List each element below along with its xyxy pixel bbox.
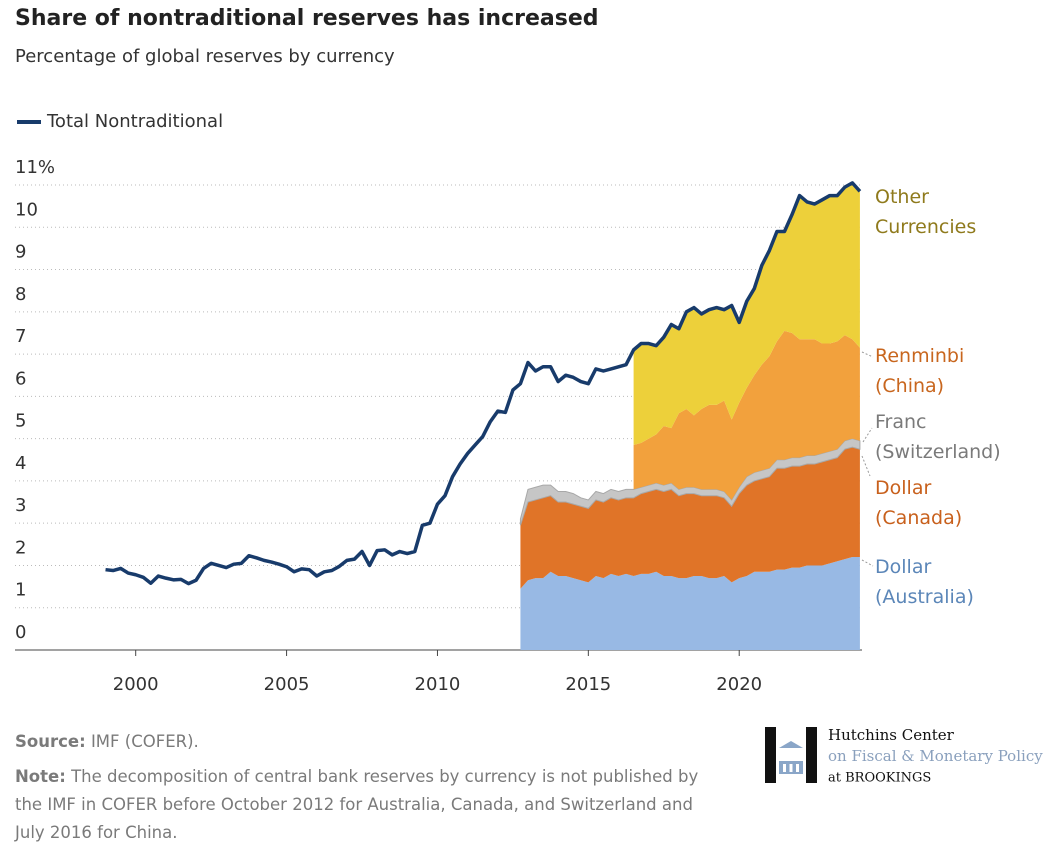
- y-tick-label: 3: [15, 495, 26, 516]
- area: [520, 557, 860, 650]
- series-label: Dollar (Canada): [875, 477, 963, 529]
- logo-icon: [765, 727, 817, 783]
- logo-window: [796, 764, 799, 772]
- logo-text: at BROOKINGS: [828, 771, 931, 786]
- chart-title: Share of nontraditional reserves has inc…: [15, 6, 598, 31]
- area: [520, 447, 860, 589]
- line: [105, 181, 862, 586]
- y-tick-label: 6: [15, 368, 26, 389]
- y-tick-label: 7: [15, 326, 26, 347]
- y-tick-label: 8: [15, 284, 26, 305]
- chart-subtitle: Percentage of global reserves by currenc…: [15, 46, 395, 67]
- y-tick-label: 10: [15, 199, 38, 220]
- series-label: Dollar (Australia): [875, 556, 974, 608]
- logo-bar: [806, 727, 817, 783]
- y-tick-label: 9: [15, 242, 26, 263]
- source-label: Source:: [15, 732, 86, 751]
- x-tick-label: 2015: [565, 674, 611, 695]
- y-tick-label: 5: [15, 411, 26, 432]
- logo-bar: [765, 727, 776, 783]
- area: [519, 438, 861, 526]
- y-tick-label: 1: [15, 580, 26, 601]
- logo-window: [783, 764, 786, 772]
- y-tick-label: 0: [15, 622, 26, 643]
- x-tick-label: 2000: [113, 674, 159, 695]
- series-label: Franc (Switzerland): [875, 411, 1001, 463]
- series-label: Other Currencies: [875, 186, 977, 238]
- y-tick-label: 2: [15, 537, 26, 558]
- lines: [105, 181, 862, 586]
- logo-roof: [779, 741, 803, 748]
- leader: [861, 351, 874, 358]
- y-tick-label: 11%: [15, 157, 55, 178]
- y-tick-label: 4: [15, 453, 26, 474]
- leader: [861, 455, 871, 477]
- x-tick-label: 2010: [415, 674, 461, 695]
- note: Note: The decomposition of central bank …: [15, 763, 715, 847]
- logo-text: Hutchins Center: [828, 726, 955, 744]
- areas: [519, 182, 861, 650]
- source: Source: IMF (COFER).: [15, 728, 715, 756]
- grid: 0 1 2 3 4 5 6 7 8 9 10 11% 2000 2005 2010 2015 2020: [15, 157, 862, 695]
- note-label: Note:: [15, 767, 66, 786]
- source-text: IMF (COFER).: [90, 732, 199, 751]
- area: [633, 330, 860, 500]
- x-tick-label: 2020: [716, 674, 762, 695]
- logo-window: [789, 764, 793, 772]
- leaders: [861, 351, 874, 567]
- series-label: Renminbi (China): [875, 345, 965, 397]
- leader: [861, 559, 874, 567]
- logo-text: on Fiscal & Monetary Policy: [828, 747, 1043, 765]
- leader: [862, 427, 873, 443]
- legend-label: Total Nontraditional: [46, 111, 223, 132]
- x-tick-label: 2005: [264, 674, 310, 695]
- area: [633, 182, 860, 445]
- note-text: The decomposition of central bank reserv…: [15, 767, 699, 842]
